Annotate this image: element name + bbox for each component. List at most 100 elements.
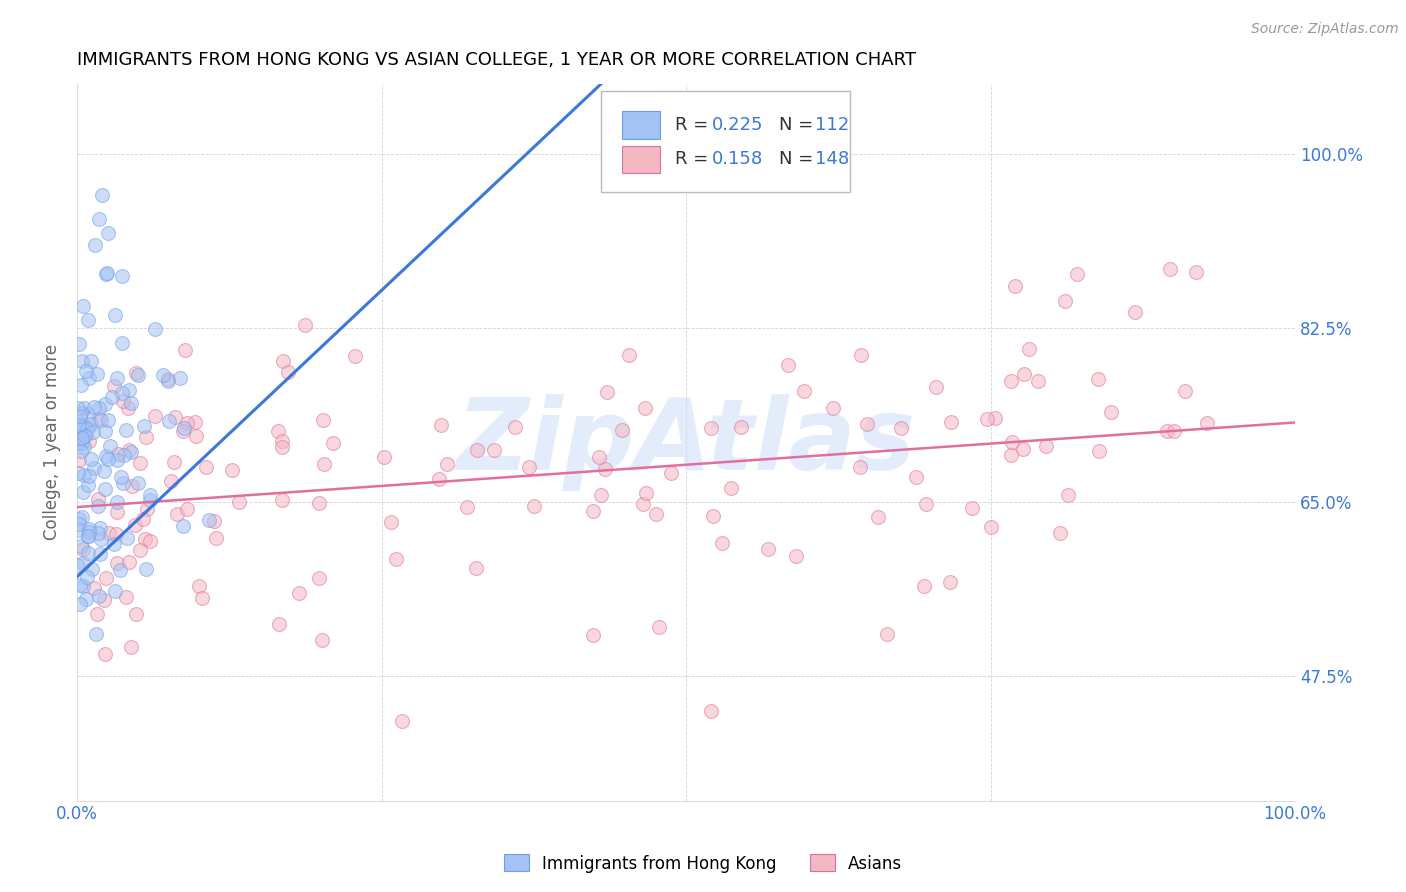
Point bbox=[519, 460, 541, 475]
Point bbox=[69, 578, 91, 592]
Point bbox=[793, 384, 815, 398]
Point bbox=[1004, 279, 1026, 293]
Point bbox=[172, 519, 194, 533]
Point bbox=[77, 529, 100, 543]
Point bbox=[152, 368, 174, 383]
Point bbox=[66, 558, 89, 572]
Point bbox=[77, 434, 100, 449]
Point bbox=[103, 379, 125, 393]
Point bbox=[107, 446, 129, 460]
Point bbox=[87, 499, 110, 513]
Point bbox=[823, 401, 845, 416]
Point bbox=[72, 353, 94, 368]
Point bbox=[163, 409, 186, 424]
Point bbox=[138, 487, 160, 501]
Point bbox=[67, 421, 90, 435]
Point bbox=[67, 453, 90, 467]
Point bbox=[67, 337, 90, 351]
Point bbox=[205, 531, 228, 545]
Point bbox=[80, 562, 103, 576]
Point bbox=[124, 517, 146, 532]
Point bbox=[288, 586, 311, 600]
Point bbox=[915, 497, 938, 511]
Text: Source: ZipAtlas.com: Source: ZipAtlas.com bbox=[1251, 22, 1399, 37]
Point bbox=[79, 354, 101, 368]
Point bbox=[984, 410, 1007, 425]
Point bbox=[98, 525, 121, 540]
Point bbox=[631, 497, 654, 511]
Point bbox=[112, 448, 135, 462]
Point bbox=[101, 390, 124, 404]
Point bbox=[67, 417, 90, 431]
Point bbox=[322, 435, 344, 450]
Point bbox=[111, 386, 134, 401]
Point bbox=[94, 449, 117, 463]
Point bbox=[83, 400, 105, 414]
Point bbox=[83, 238, 105, 252]
Point bbox=[125, 366, 148, 380]
Point bbox=[960, 500, 983, 515]
Point bbox=[96, 266, 118, 280]
Point bbox=[73, 440, 96, 454]
Point bbox=[90, 533, 112, 547]
Point bbox=[83, 460, 105, 475]
Point bbox=[72, 431, 94, 445]
Point bbox=[596, 384, 619, 399]
Point bbox=[221, 463, 243, 477]
Point bbox=[72, 542, 94, 557]
Point bbox=[176, 417, 198, 431]
Point bbox=[163, 454, 186, 468]
Point bbox=[1012, 367, 1035, 381]
Point bbox=[117, 531, 139, 545]
Point bbox=[118, 443, 141, 458]
Point bbox=[86, 367, 108, 381]
Point bbox=[202, 515, 225, 529]
Point bbox=[503, 420, 526, 434]
Point bbox=[72, 556, 94, 570]
Point bbox=[135, 562, 157, 576]
Point bbox=[84, 626, 107, 640]
Point bbox=[73, 428, 96, 442]
Point bbox=[110, 470, 132, 484]
Point bbox=[72, 429, 94, 443]
Point bbox=[312, 457, 335, 471]
Point bbox=[1049, 525, 1071, 540]
Point bbox=[97, 413, 120, 427]
Point bbox=[104, 308, 127, 322]
Point bbox=[436, 458, 458, 472]
Point bbox=[132, 512, 155, 526]
Text: 148: 148 bbox=[815, 151, 849, 169]
Point bbox=[94, 483, 117, 497]
Point bbox=[294, 318, 316, 333]
Point bbox=[76, 407, 98, 421]
Point bbox=[139, 492, 162, 507]
Point bbox=[980, 520, 1002, 534]
Text: 0.225: 0.225 bbox=[711, 116, 763, 134]
Point bbox=[198, 513, 221, 527]
Point bbox=[157, 371, 180, 385]
Point bbox=[90, 412, 112, 426]
Point bbox=[120, 396, 142, 410]
Y-axis label: College, 1 year or more: College, 1 year or more bbox=[44, 344, 60, 541]
Point bbox=[69, 409, 91, 423]
Point bbox=[94, 571, 117, 585]
Point bbox=[172, 424, 194, 438]
Point bbox=[277, 365, 299, 379]
Point bbox=[157, 414, 180, 428]
Point bbox=[67, 401, 90, 415]
Point bbox=[1195, 416, 1218, 430]
Point bbox=[77, 523, 100, 537]
Point bbox=[77, 525, 100, 540]
Text: IMMIGRANTS FROM HONG KONG VS ASIAN COLLEGE, 1 YEAR OR MORE CORRELATION CHART: IMMIGRANTS FROM HONG KONG VS ASIAN COLLE… bbox=[77, 51, 917, 69]
Point bbox=[111, 268, 134, 283]
Point bbox=[134, 532, 156, 546]
Point bbox=[111, 335, 134, 350]
Point bbox=[111, 475, 134, 490]
Point bbox=[710, 535, 733, 549]
Point bbox=[105, 452, 128, 467]
Point bbox=[271, 354, 294, 368]
Point bbox=[589, 488, 612, 502]
Point bbox=[89, 521, 111, 535]
Point bbox=[138, 533, 160, 548]
Point bbox=[849, 348, 872, 362]
